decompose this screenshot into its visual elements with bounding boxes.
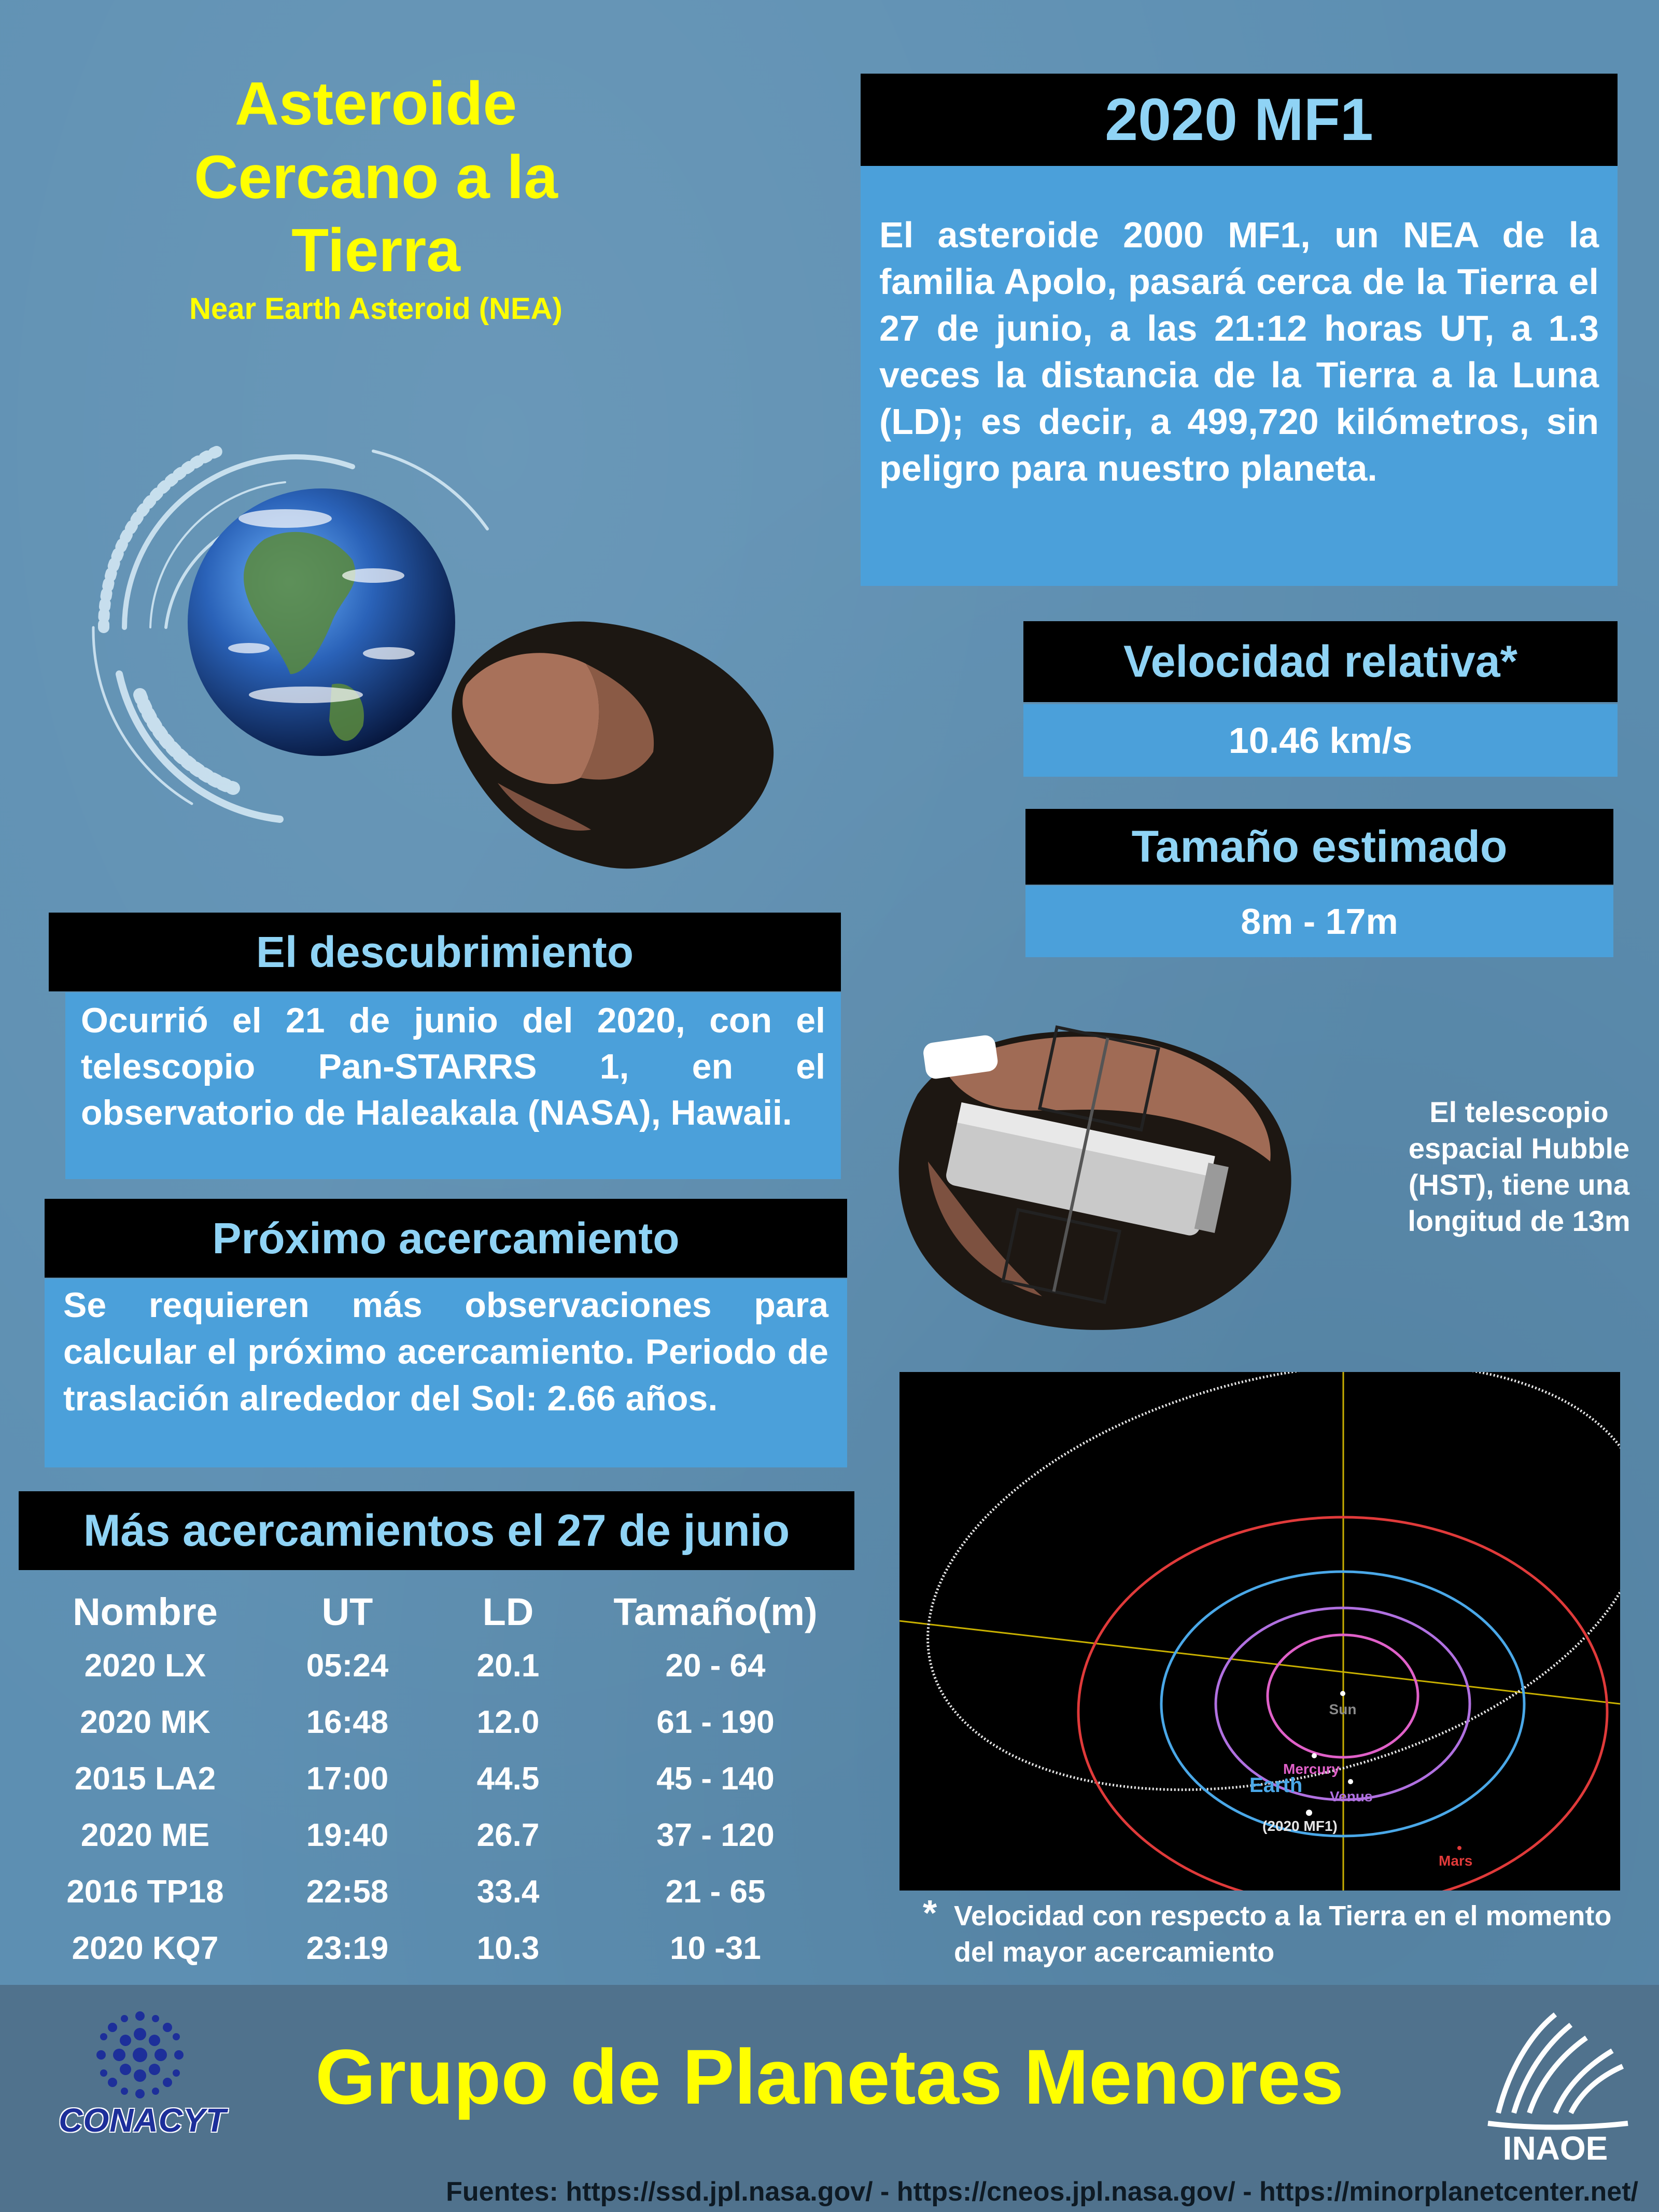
cell-ut: 17:00 [306,1761,389,1797]
cell-name: 2020 ME [80,1817,210,1853]
cell-size: 61 - 190 [656,1704,775,1740]
mercury-orbit [1266,1633,1419,1759]
cell-ld: 20.1 [476,1648,540,1684]
poster-title: Asteroide Cercano a la Tierra Near Earth… [78,67,674,327]
venus-dot [1348,1779,1353,1784]
cell-size: 37 - 120 [656,1817,775,1853]
cell-size: 21 - 65 [665,1874,766,1910]
inaoe-logo: INAOE [1478,1994,1633,2175]
cell-ld: 33.4 [476,1874,540,1910]
cell-ut: 05:24 [306,1648,389,1684]
title-line-3: Tierra [291,216,460,285]
cell-ut: 19:40 [306,1817,389,1853]
hubble-caption: El telescopio espacial Hubble (HST), tie… [1408,1096,1630,1237]
table-row: 2020 ME 19:40 26.7 37 - 120 [36,1807,855,1864]
cell-name: 2015 LA2 [74,1761,216,1797]
earth-label: Earth [1249,1774,1302,1797]
table-row: 2020 MK 16:48 12.0 61 - 190 [36,1694,855,1751]
discovery-header: El descubrimiento [49,913,841,991]
mf1-description: El asteroide 2000 MF1, un NEA de la fami… [861,166,1618,586]
cell-size: 10 -31 [670,1930,761,1966]
title-line-1: Asteroide [234,69,517,138]
asteroid-label: (2020 MF1) [1262,1818,1338,1834]
column-header-ut: UT [321,1590,373,1633]
velocity-footnote: * Velocidad con respecto a la Tierra en … [923,1895,1628,1970]
mercury-dot [1312,1753,1317,1758]
velocity-value: 10.46 km/s [1023,704,1618,777]
cell-name: 2020 KQ7 [72,1930,219,1966]
column-header-ld: LD [482,1590,534,1633]
cell-ld: 10.3 [476,1930,540,1966]
cell-name: 2020 LX [84,1648,206,1684]
asteroid-illustration [430,607,793,881]
table-row: 2015 LA2 17:00 44.5 45 - 140 [36,1751,855,1807]
conacyt-label: CONACYT [59,2102,227,2139]
next-approach-description: Se requieren más observaciones para calc… [45,1279,847,1467]
mercury-label: Mercury [1283,1761,1340,1777]
orbit-diagram: Sun Mercury Venus Earth (2020 MF1) Mars [899,1362,1645,1908]
mars-label: Mars [1439,1853,1472,1869]
footnote-text: Velocidad con respecto a la Tierra en el… [954,1900,1612,1968]
table-row: 2020 LX 05:24 20.1 20 - 64 [36,1637,855,1694]
orbit-axis-diagonal [899,1620,1621,1705]
cell-size: 20 - 64 [665,1648,766,1684]
hubble-telescope-illustration [871,1006,1301,1338]
cell-size: 45 - 140 [656,1761,775,1797]
asteroid-dot [1306,1810,1312,1816]
cell-ld: 12.0 [476,1704,540,1740]
cell-ld: 44.5 [476,1761,540,1797]
mars-dot [1457,1846,1461,1850]
footer-band [0,1985,1659,2212]
cell-name: 2016 TP18 [66,1874,224,1910]
conacyt-logo [52,2006,228,2146]
cell-ut: 22:58 [306,1874,389,1910]
column-header-name: Nombre [73,1590,218,1633]
table-row: 2020 KQ7 23:19 10.3 10 -31 [36,1920,855,1977]
title-line-2: Cercano a la [194,143,558,212]
cell-name: 2020 MK [80,1704,210,1740]
column-header-size: Tamaño(m) [613,1590,818,1633]
footer-title: Grupo de Planetas Menores [315,2033,1344,2120]
earth-orbit [1160,1570,1526,1838]
earth-illustration [62,404,529,850]
cell-ut: 23:19 [306,1930,389,1966]
approaches-table: Nombre UT LD Tamaño(m) 2020 LX 05:24 20.… [36,1586,855,1977]
cell-ld: 26.7 [476,1817,540,1853]
table-row: 2016 TP18 22:58 33.4 21 - 65 [36,1864,855,1920]
footnote-star: * [923,1893,937,1933]
inaoe-label: INAOE [1503,2130,1608,2167]
more-approaches-header: Más acercamientos el 27 de junio [19,1491,854,1570]
mf1-header: 2020 MF1 [861,74,1618,166]
velocity-header: Velocidad relativa* [1023,621,1618,702]
table-header-row: Nombre UT LD Tamaño(m) [36,1586,855,1637]
size-value: 8m - 17m [1025,886,1613,957]
cell-ut: 16:48 [306,1704,389,1740]
sources-line: Fuentes: https://ssd.jpl.nasa.gov/ - htt… [446,2177,1638,2207]
sun-dot [1340,1691,1345,1696]
title-subtitle: Near Earth Asteroid (NEA) [189,291,563,326]
venus-label: Venus [1330,1788,1372,1804]
size-header: Tamaño estimado [1025,809,1613,885]
discovery-description: Ocurrió el 21 de junio del 2020, con el … [65,992,841,1179]
next-approach-header: Próximo acercamiento [45,1199,847,1278]
venus-orbit [1214,1606,1471,1801]
sun-label: Sun [1329,1701,1357,1717]
